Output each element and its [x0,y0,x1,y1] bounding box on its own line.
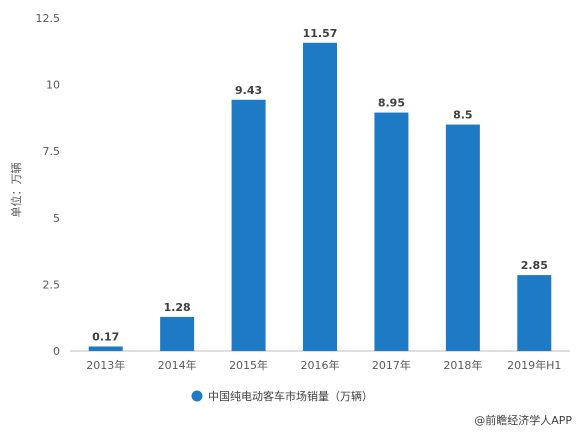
y-tick-label: 10 [46,79,60,92]
data-label: 11.57 [303,27,338,40]
data-label: 0.17 [92,330,119,343]
y-ticks: 0 2.5 5 7.5 10 12.5 [36,12,61,358]
data-label: 8.95 [378,97,405,110]
x-tick-label: 2015年 [229,358,268,372]
y-tick-label: 7.5 [43,145,61,158]
x-tick-label: 2019年H1 [507,358,561,372]
y-axis-label: 单位：万辆 [9,163,23,218]
x-tick-label: 2017年 [372,358,411,372]
y-tick-label: 2.5 [43,278,61,291]
legend-label: 中国纯电动客车市场销量（万辆） [208,389,373,403]
bar [303,42,337,351]
data-label: 1.28 [164,301,191,314]
bar [517,275,552,351]
source-watermark: @前瞻经济学人APP [474,413,572,427]
y-tick-label: 12.5 [36,12,61,25]
bar [88,346,123,351]
y-tick-label: 0 [53,345,60,358]
x-tick-label: 2016年 [301,358,340,372]
x-tick-label: 2013年 [86,358,125,372]
bar [445,124,480,351]
legend: 中国纯电动客车市场销量（万辆） [191,389,373,403]
bar [160,316,195,351]
y-tick-label: 5 [53,212,60,225]
data-label: 9.43 [235,84,262,97]
bar [374,112,409,352]
data-label: 2.85 [521,259,548,272]
data-labels: 0.17 1.28 9.43 11.57 8.95 8.5 2.85 [92,27,548,344]
bar [231,99,266,352]
bars [88,42,552,352]
legend-marker [191,390,203,402]
data-label: 8.5 [453,109,473,122]
x-tick-label: 2018年 [443,358,482,372]
x-tick-label: 2014年 [158,358,197,372]
x-ticks: 2013年 2014年 2015年 2016年 2017年 2018年 2019年H1 [86,358,561,372]
